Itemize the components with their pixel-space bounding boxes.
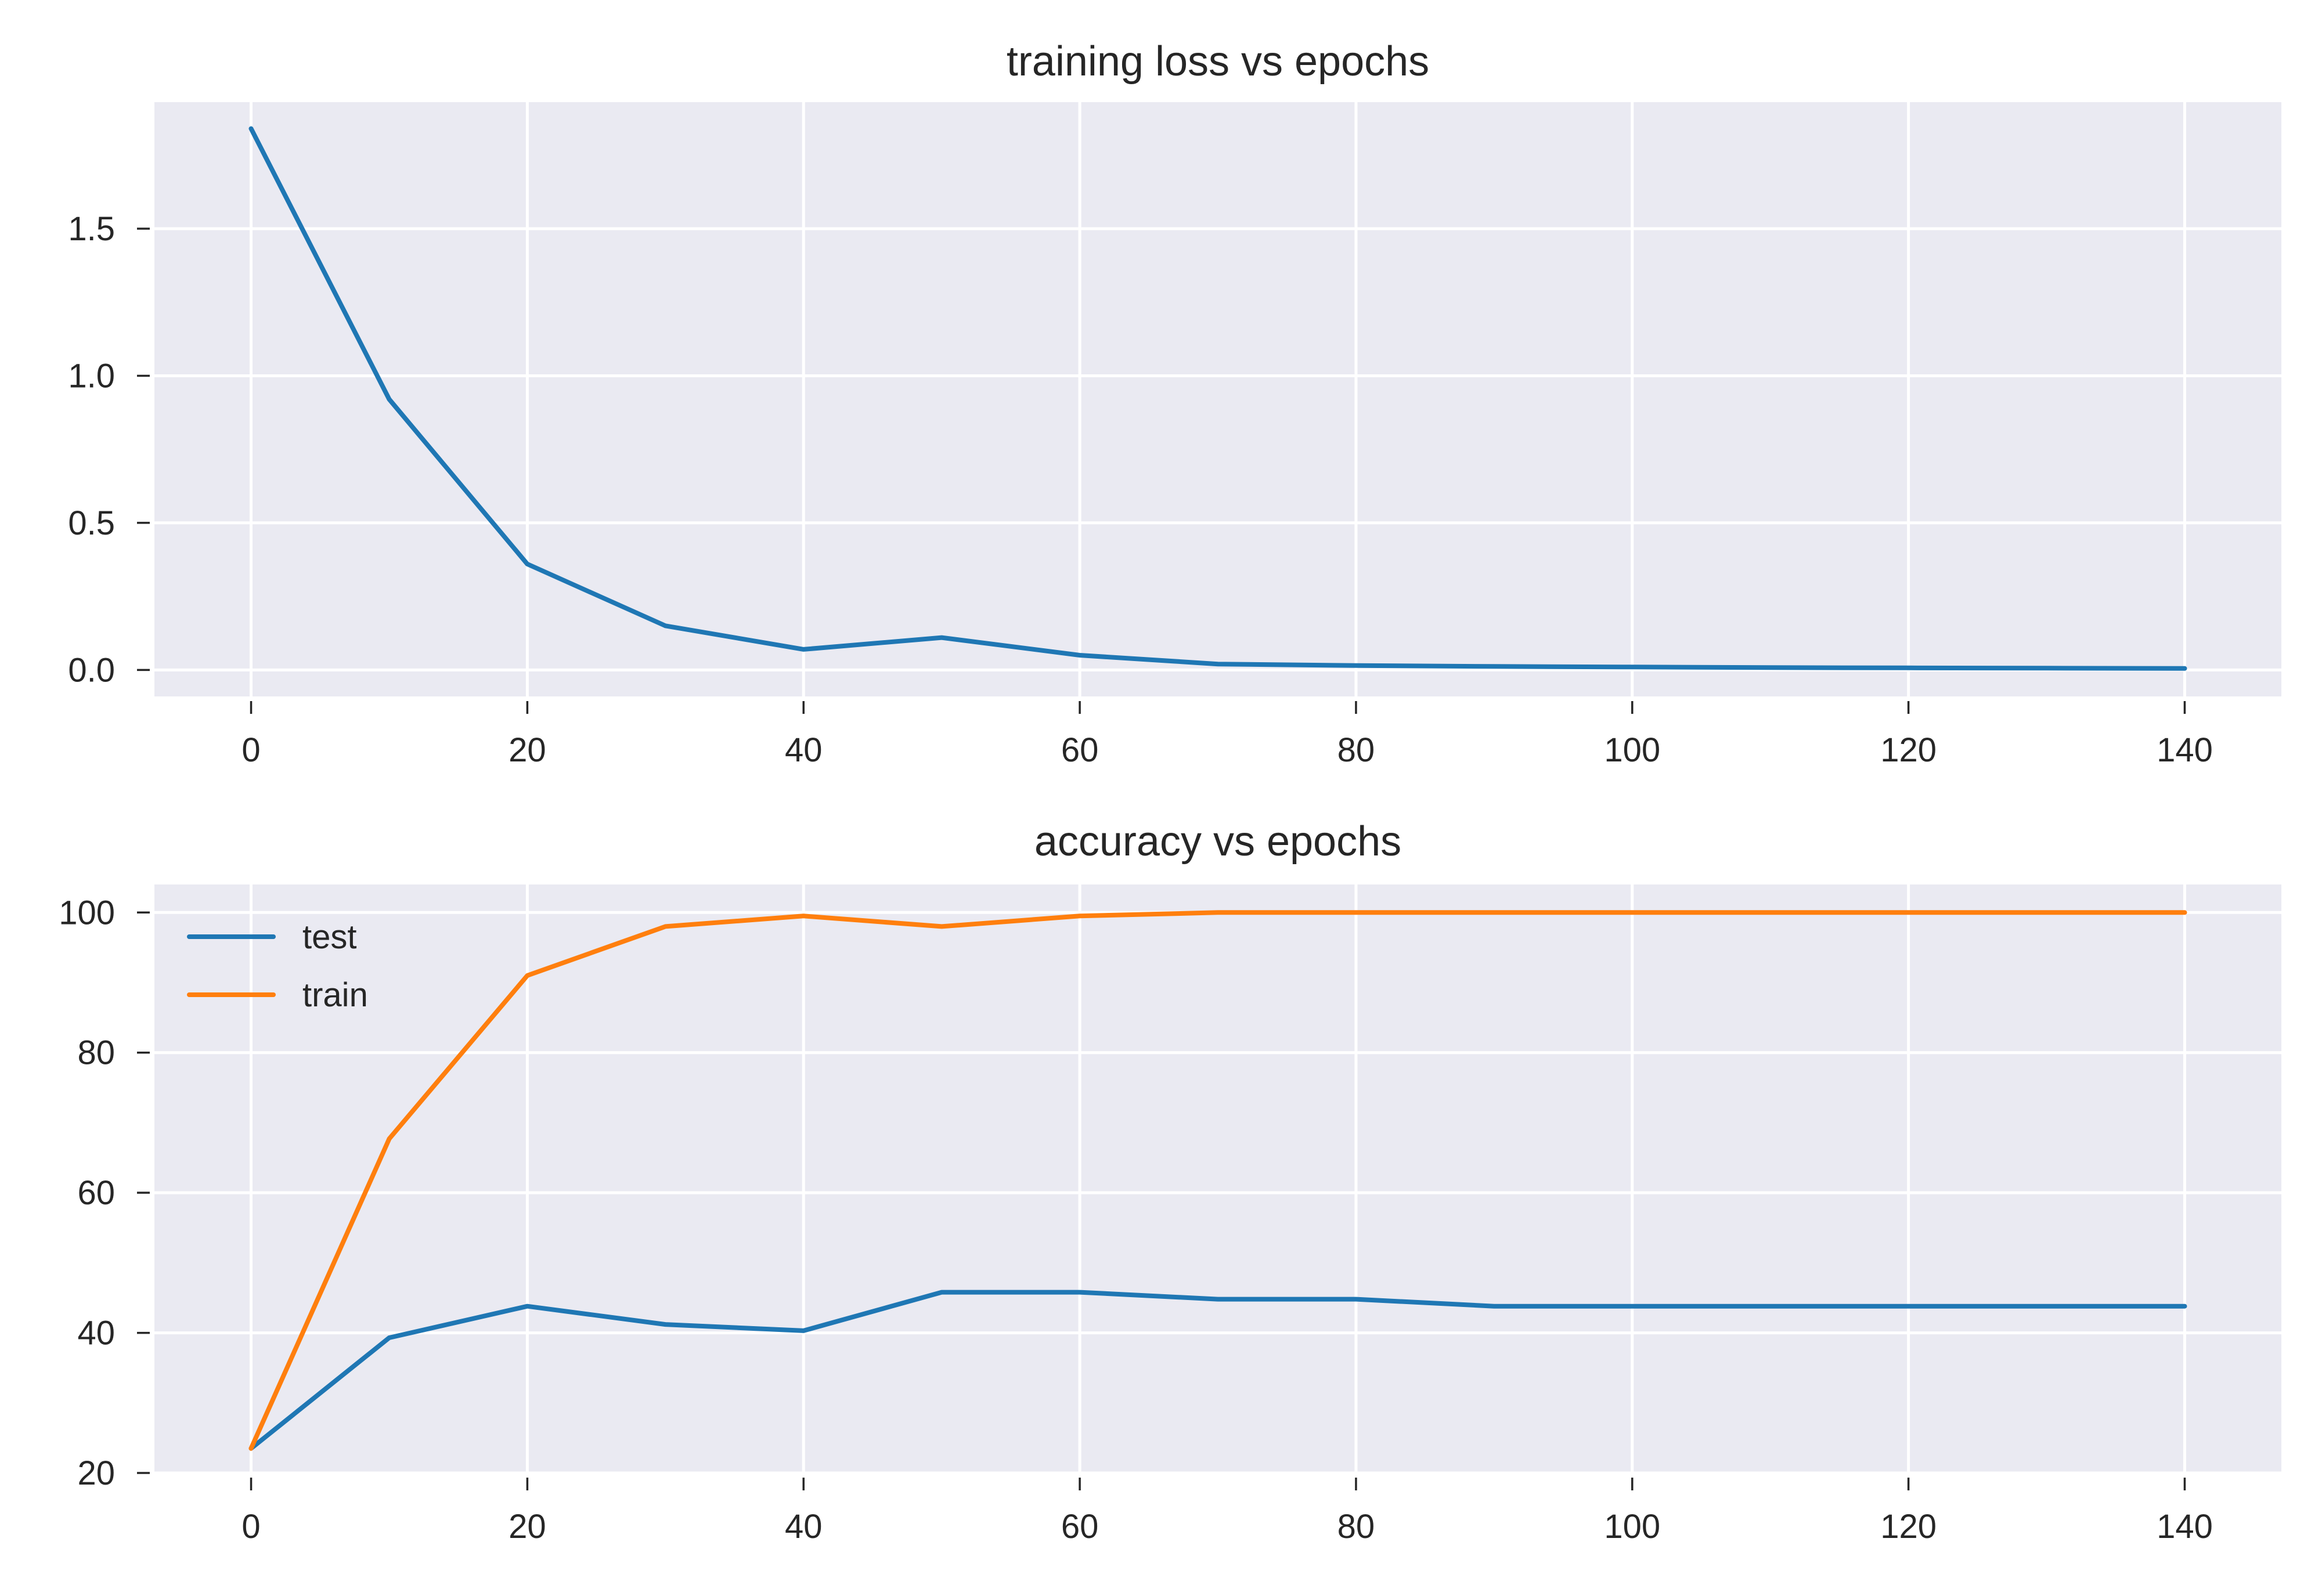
accuracy-ticks: 0 20 40 60 80 100 120 140 20 40 60 80 100 — [59, 894, 2213, 1546]
accuracy-legend: test train — [187, 918, 368, 1014]
accuracy-x-tick-label: 100 — [1604, 1508, 1660, 1546]
accuracy-y-tick-label: 60 — [77, 1174, 115, 1212]
loss-y-tick-label: 1.0 — [68, 357, 115, 395]
loss-chart-title: training loss vs epochs — [1007, 38, 1429, 85]
legend-label-train: train — [302, 976, 368, 1014]
accuracy-x-tick-label: 80 — [1337, 1508, 1375, 1546]
accuracy-y-tick-label: 80 — [77, 1034, 115, 1072]
accuracy-x-tick-label: 140 — [2157, 1508, 2213, 1546]
loss-x-tick-label: 140 — [2157, 731, 2213, 769]
loss-chart: 0 20 40 60 80 100 120 140 0.0 0.5 1.0 1.5 training … — [68, 38, 2281, 769]
loss-y-tick-label: 0.0 — [68, 651, 115, 689]
loss-x-tick-label: 20 — [509, 731, 546, 769]
accuracy-chart-title: accuracy vs epochs — [1034, 818, 1401, 865]
accuracy-series — [248, 910, 2187, 1451]
loss-y-tick-label: 0.5 — [68, 504, 115, 542]
loss-series — [248, 126, 2187, 671]
loss-x-tick-label: 120 — [1880, 731, 1937, 769]
legend-label-test: test — [302, 918, 357, 956]
accuracy-x-tick-label: 20 — [509, 1508, 546, 1546]
loss-x-tick-label: 80 — [1337, 731, 1375, 769]
accuracy-series-test-line — [248, 1290, 2187, 1451]
accuracy-y-tick-label: 20 — [77, 1454, 115, 1492]
loss-y-tick-label: 1.5 — [68, 210, 115, 248]
accuracy-x-tick-label: 0 — [241, 1508, 260, 1546]
accuracy-y-tick-label: 100 — [59, 894, 115, 931]
loss-x-tick-label: 100 — [1604, 731, 1660, 769]
loss-x-tick-label: 40 — [785, 731, 823, 769]
loss-plot-area — [154, 102, 2281, 696]
accuracy-y-tick-label: 40 — [77, 1315, 115, 1352]
accuracy-x-tick-label: 60 — [1061, 1508, 1099, 1546]
accuracy-x-tick-label: 120 — [1880, 1508, 1937, 1546]
loss-x-tick-label: 60 — [1061, 731, 1099, 769]
loss-series-line — [248, 126, 2187, 671]
accuracy-x-tick-label: 40 — [785, 1508, 823, 1546]
accuracy-plot-area — [154, 884, 2281, 1473]
accuracy-series-train-line — [248, 910, 2187, 1451]
accuracy-chart: 0 20 40 60 80 100 120 140 20 40 60 80 100 accuracy v… — [59, 818, 2281, 1546]
loss-x-tick-label: 0 — [241, 731, 260, 769]
loss-ticks: 0 20 40 60 80 100 120 140 0.0 0.5 1.0 1.5 — [68, 210, 2212, 769]
